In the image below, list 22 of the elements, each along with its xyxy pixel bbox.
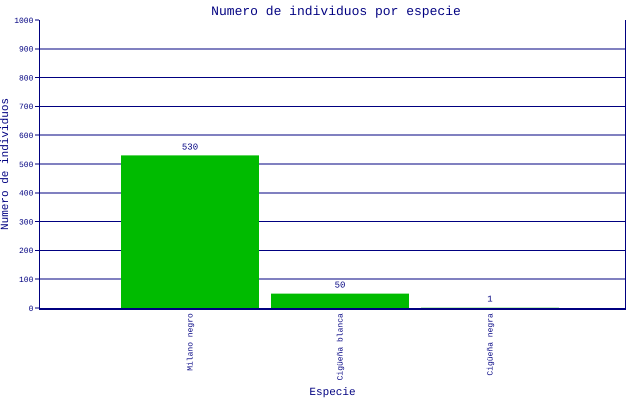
x-tick-label: Cigüeña negra [486, 313, 496, 376]
y-tick-label: 1000 [14, 16, 34, 26]
x-tick-label: Milano negro [186, 313, 196, 371]
y-axis-title: Numero de individuos [0, 98, 12, 230]
x-axis-title: Especie [309, 387, 356, 400]
x-tick-label: Cigüeña blanca [336, 313, 346, 380]
y-tick-label: 400 [18, 190, 34, 199]
y-tick-label: 200 [18, 247, 34, 256]
bar [121, 155, 259, 308]
data-label: 530 [182, 142, 198, 152]
y-tick-label: 800 [18, 74, 34, 84]
y-tick-label: 900 [18, 46, 34, 55]
y-tick-label: 500 [18, 160, 34, 170]
y-tick-label: 0 [28, 304, 34, 314]
data-label: 50 [334, 280, 346, 291]
chart-title: Numero de individuos por especie [211, 4, 461, 20]
data-label: 1 [487, 294, 493, 305]
y-tick-label: 700 [18, 103, 34, 112]
y-tick-label: 300 [18, 218, 34, 228]
y-tick-label: 100 [18, 276, 34, 285]
y-tick-label: 600 [18, 132, 34, 141]
bar [271, 294, 409, 308]
